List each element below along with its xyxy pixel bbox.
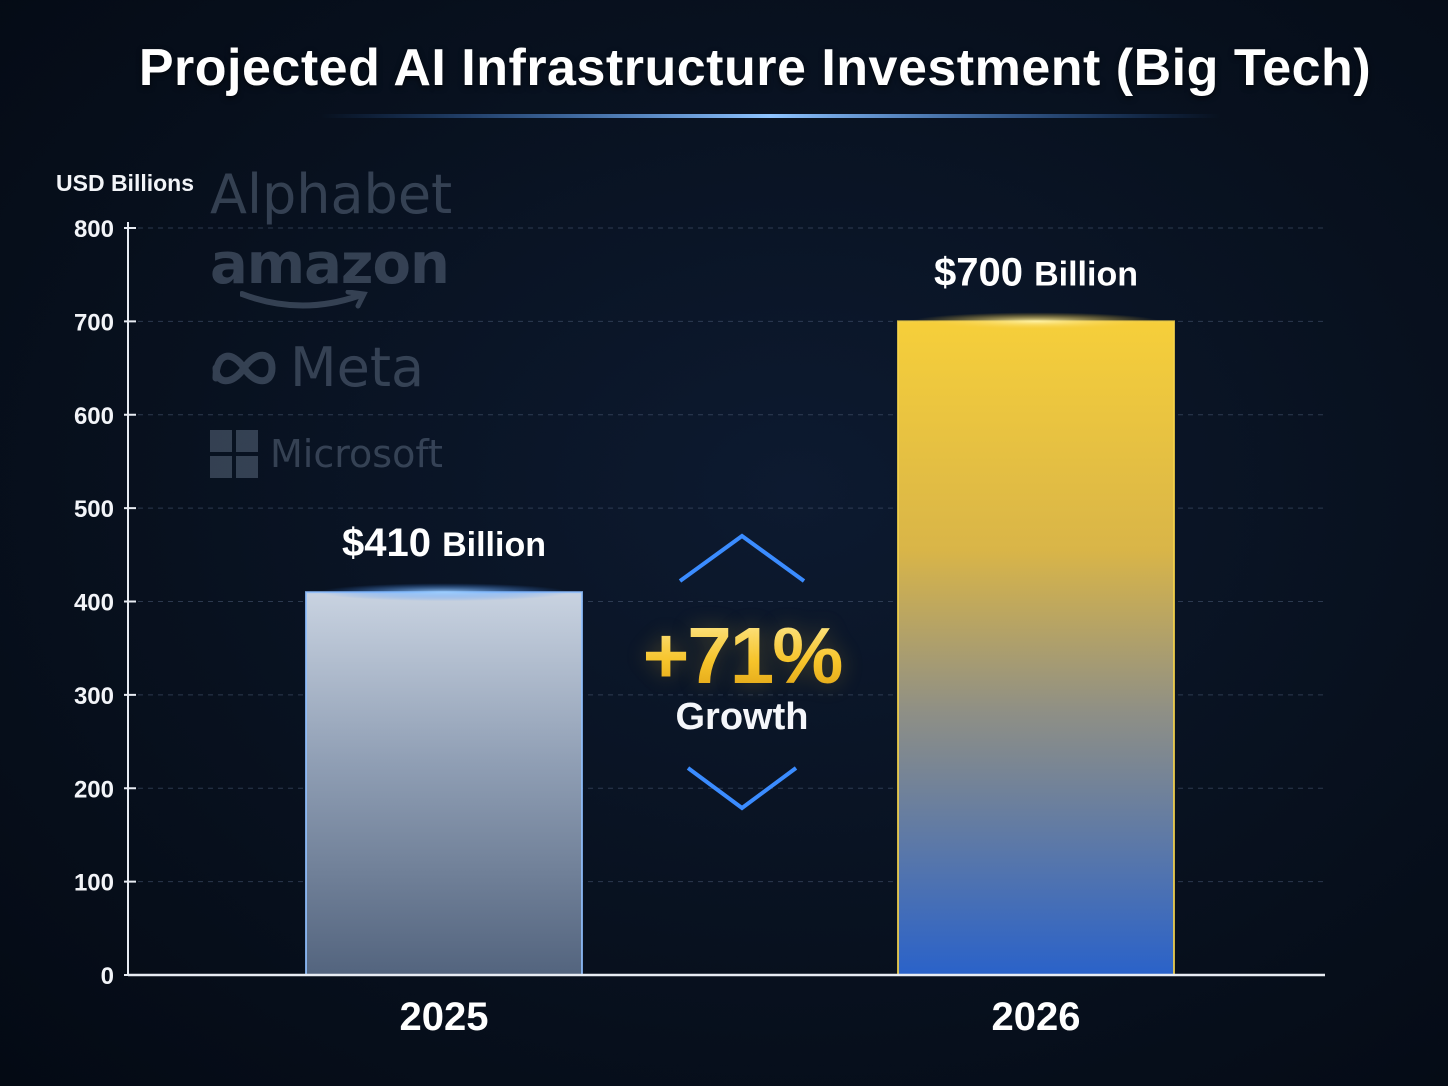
value-labels: $410 Billion 2025 $700 Billion 2026 bbox=[342, 250, 1138, 1039]
meta-logo: Meta bbox=[210, 336, 424, 399]
x-tick-label-2026: 2026 bbox=[992, 995, 1081, 1039]
y-tick-label: 800 bbox=[74, 216, 114, 243]
value-label-unit: Billion bbox=[442, 526, 546, 564]
axes: 0 100 200 300 400 500 600 700 800 bbox=[74, 216, 1325, 990]
chart-title: Projected AI Infrastructure Investment (… bbox=[138, 39, 1372, 97]
chevron-down-icon bbox=[686, 766, 798, 811]
growth-chevrons bbox=[678, 533, 806, 811]
alphabet-wordmark: Alphabet bbox=[210, 163, 453, 226]
amazon-wordmark: amazon bbox=[210, 232, 450, 297]
y-tick-label: 400 bbox=[74, 590, 114, 617]
microsoft-wordmark: Microsoft bbox=[270, 432, 443, 476]
microsoft-logo: Microsoft bbox=[210, 430, 443, 478]
value-label-2025: $410 Billion bbox=[342, 521, 546, 565]
title-underline-glow bbox=[320, 114, 1220, 118]
y-tick-label: 500 bbox=[74, 496, 114, 523]
value-label-amount: $700 bbox=[934, 250, 1034, 294]
y-axis-label: USD Billions bbox=[56, 170, 195, 196]
y-tick-label: 600 bbox=[74, 403, 114, 430]
amazon-smile-icon bbox=[240, 290, 368, 309]
bar-2025 bbox=[305, 591, 583, 976]
bar-2026 bbox=[897, 320, 1175, 976]
y-tick-label: 0 bbox=[101, 963, 114, 990]
y-tick-label: 300 bbox=[74, 683, 114, 710]
bar-top-glow bbox=[911, 312, 1161, 331]
value-label-2026: $700 Billion bbox=[934, 250, 1138, 294]
microsoft-grid-icon bbox=[210, 430, 258, 478]
value-label-unit: Billion bbox=[1034, 255, 1138, 293]
y-tick-label: 200 bbox=[74, 776, 114, 803]
meta-wordmark: Meta bbox=[290, 336, 425, 399]
value-label-amount: $410 bbox=[342, 521, 442, 565]
growth-callout: +71% Growth bbox=[620, 610, 864, 739]
growth-percentage: +71% bbox=[620, 610, 864, 702]
growth-label: Growth bbox=[675, 696, 809, 738]
alphabet-logo: Alphabet bbox=[210, 163, 452, 226]
y-tick-label: 100 bbox=[74, 870, 114, 897]
y-tick-label: 700 bbox=[74, 309, 114, 336]
bar-top-glow bbox=[319, 583, 569, 602]
x-tick-label-2025: 2025 bbox=[400, 995, 489, 1039]
amazon-logo: amazon bbox=[210, 232, 450, 309]
chevron-up-icon bbox=[678, 533, 806, 583]
meta-infinity-icon bbox=[212, 351, 276, 384]
